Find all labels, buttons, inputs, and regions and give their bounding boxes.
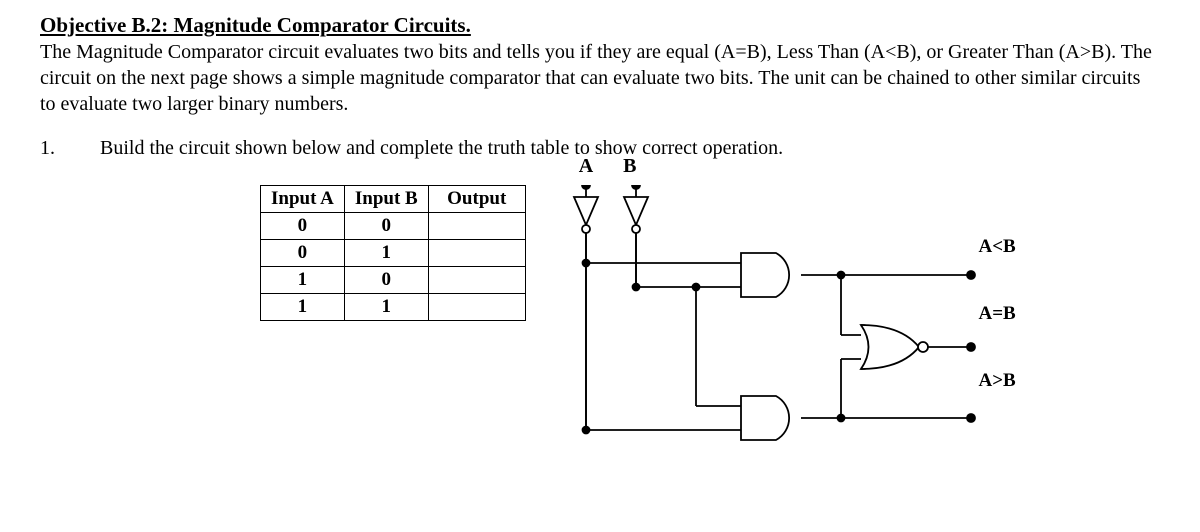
item-text: Build the circuit shown below and comple… — [100, 137, 783, 160]
cell: 1 — [344, 294, 428, 321]
table-row: 1 0 — [261, 267, 526, 294]
cell-output — [428, 267, 525, 294]
cell: 1 — [261, 294, 345, 321]
input-label-a: A — [579, 155, 593, 178]
objective-heading: Objective B.2: Magnitude Comparator Circ… — [40, 13, 471, 37]
table-row: 1 1 — [261, 294, 526, 321]
item-number: 1. — [40, 137, 100, 160]
cell: 0 — [344, 267, 428, 294]
cell: 1 — [261, 267, 345, 294]
col-header: Input A — [261, 186, 345, 213]
col-header: Output — [428, 186, 525, 213]
body-paragraph: The Magnitude Comparator circuit evaluat… — [40, 41, 1152, 115]
comparator-circuit-diagram: A B — [541, 185, 1011, 455]
truth-table: Input A Input B Output 0 0 0 1 1 0 1 — [260, 185, 526, 321]
table-row: 0 0 — [261, 213, 526, 240]
table-header-row: Input A Input B Output — [261, 186, 526, 213]
cell: 1 — [344, 240, 428, 267]
output-label-eq: A=B — [978, 304, 1015, 323]
output-label-lt: A<B — [978, 237, 1015, 256]
cell-output — [428, 213, 525, 240]
cell: 0 — [261, 240, 345, 267]
col-header: Input B — [344, 186, 428, 213]
circuit-svg — [541, 185, 1011, 455]
cell-output — [428, 240, 525, 267]
cell: 0 — [344, 213, 428, 240]
cell-output — [428, 294, 525, 321]
output-label-gt: A>B — [978, 371, 1015, 390]
cell: 0 — [261, 213, 345, 240]
table-row: 0 1 — [261, 240, 526, 267]
input-label-b: B — [623, 155, 636, 178]
